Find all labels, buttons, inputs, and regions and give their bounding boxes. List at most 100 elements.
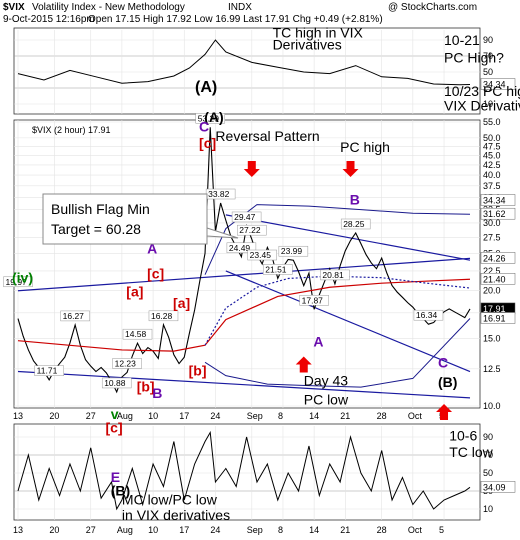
wave-label: C (438, 354, 448, 370)
arrow-down (342, 161, 359, 178)
panel-y-tick: 90 (483, 432, 493, 442)
main-x-tick-label: 21 (340, 411, 350, 421)
main-y-tick-label: 40.0 (483, 170, 501, 180)
panel-x-tick: 5 (439, 525, 444, 535)
series-vix (17, 127, 471, 394)
panel-x-tick: 24 (210, 525, 220, 535)
point-label: 16.28 (151, 311, 173, 321)
main-x-tick-label: 27 (86, 411, 96, 421)
panel-annotation: PC High? (444, 49, 504, 65)
panel-y-tick: 70 (483, 450, 493, 460)
point-label: 27.22 (239, 225, 261, 235)
panel-x-tick: 27 (86, 525, 96, 535)
main-x-tick-label: Oct (408, 411, 423, 421)
main-y-tick-label: 50.0 (483, 133, 501, 143)
price-tag-label: 16.91 (483, 313, 506, 323)
point-label: 11.71 (37, 366, 58, 376)
annotation: Reversal Pattern (215, 128, 319, 144)
main-y-tick-label: 20.0 (483, 286, 501, 296)
wave-label: [b] (189, 363, 207, 379)
point-label-box (247, 249, 277, 261)
main-x-tick-label: 24 (210, 411, 220, 421)
point-label: 53.29 (198, 113, 220, 123)
panel-y-tick: 50 (483, 67, 493, 77)
panel-series (17, 39, 471, 86)
main-price-panel: 10.012.515.017.520.022.525.027.530.032.5… (3, 109, 516, 421)
point-label-box (101, 377, 132, 389)
main-y-tick-label: 10.0 (483, 401, 501, 411)
point-label-box (195, 113, 225, 124)
panel-y-tick: 70 (483, 51, 493, 61)
wave-label: A (147, 240, 157, 256)
panel-x-tick: 20 (49, 525, 59, 535)
main-x-tick-label: 14 (309, 411, 319, 421)
main-panel-frame (13, 119, 481, 409)
main-y-tick-label: 55.0 (483, 117, 501, 127)
panel-wave-label: v (111, 406, 119, 422)
panel-x-tick: 21 (340, 525, 350, 535)
panel-price-tag-label: 34.34 (483, 80, 506, 90)
panel-y-tick: 10 (483, 99, 493, 109)
point-label: 19.97 (6, 277, 28, 287)
callout-box (42, 193, 208, 245)
panel-x-tick: Sep (247, 525, 263, 535)
point-label-box (34, 365, 64, 376)
point-label: 14.58 (125, 329, 147, 339)
point-label: 21.51 (265, 264, 287, 274)
annotation: PC high (340, 139, 390, 155)
wave-label: (iv) (12, 269, 33, 285)
series-ma-blue-dotted (204, 275, 471, 346)
wave-label: B (350, 192, 360, 208)
panel-annotation: Derivatives (273, 37, 342, 53)
price-tag-label: 31.62 (483, 209, 506, 219)
panel-wave-label: (B) (111, 483, 130, 499)
main-y-tick-label: 30.0 (483, 218, 501, 228)
main-x-tick-label: 28 (377, 411, 387, 421)
main-y-tick-label: 42.5 (483, 160, 501, 170)
panel-y-tick: 10 (483, 504, 493, 514)
wave-label: C (199, 118, 209, 134)
index-name: Volatility Index - New Methodology (32, 2, 185, 13)
annotation: Day 43 (304, 373, 349, 389)
panel-price-tag (480, 481, 516, 493)
main-x-tick-label: 20 (49, 411, 59, 421)
panel-x-tick: 13 (13, 525, 23, 535)
point-label: 23.45 (250, 250, 272, 260)
point-label-box (278, 245, 309, 257)
callout-line-2: Target = 60.28 (51, 221, 141, 237)
main-y-tick-label: 47.5 (483, 141, 501, 151)
main-x-tick-label: 17 (179, 411, 189, 421)
exchange-label: INDX (228, 2, 252, 13)
price-tag-label: 17.91 (483, 304, 506, 314)
point-label: 24.49 (229, 243, 251, 253)
panel-y-tick: 90 (483, 35, 493, 45)
lower-band (204, 318, 471, 388)
main-y-tick-label: 37.5 (483, 181, 501, 191)
panel-y-tick: 50 (483, 468, 493, 478)
point-label-box (263, 264, 293, 275)
price-tag-label: 34.34 (483, 195, 506, 205)
panel-annotation: in VIX derivatives (122, 507, 230, 523)
wave-label: (A) (204, 109, 223, 125)
main-y-tick-label: 22.5 (483, 266, 501, 276)
main-x-tick-label: 13 (13, 411, 23, 421)
panel-annotation: MC low/PC low (122, 492, 218, 508)
point-label-box (231, 211, 262, 223)
series-ma-red (17, 278, 471, 352)
point-label-box (299, 295, 329, 306)
price-tag (480, 273, 516, 285)
point-label-box (3, 276, 33, 288)
price-tag (480, 207, 516, 220)
point-label: 17.87 (302, 295, 324, 305)
callout-pointer (206, 227, 239, 239)
main-legend: $VIX (2 hour) 17.91 (32, 125, 111, 135)
point-label: 12.23 (115, 358, 137, 368)
point-label-box (340, 218, 371, 230)
main-x-tick-label: 8 (278, 411, 283, 421)
wave-label-A-top: (A) (195, 79, 217, 96)
date-label: 9-Oct-2015 12:16pm (3, 14, 95, 25)
symbol-label: $VIX (3, 2, 25, 13)
quote-line: Open 17.15 High 17.92 Low 16.99 Last 17.… (88, 14, 383, 25)
wave-label: [a] (126, 283, 143, 299)
